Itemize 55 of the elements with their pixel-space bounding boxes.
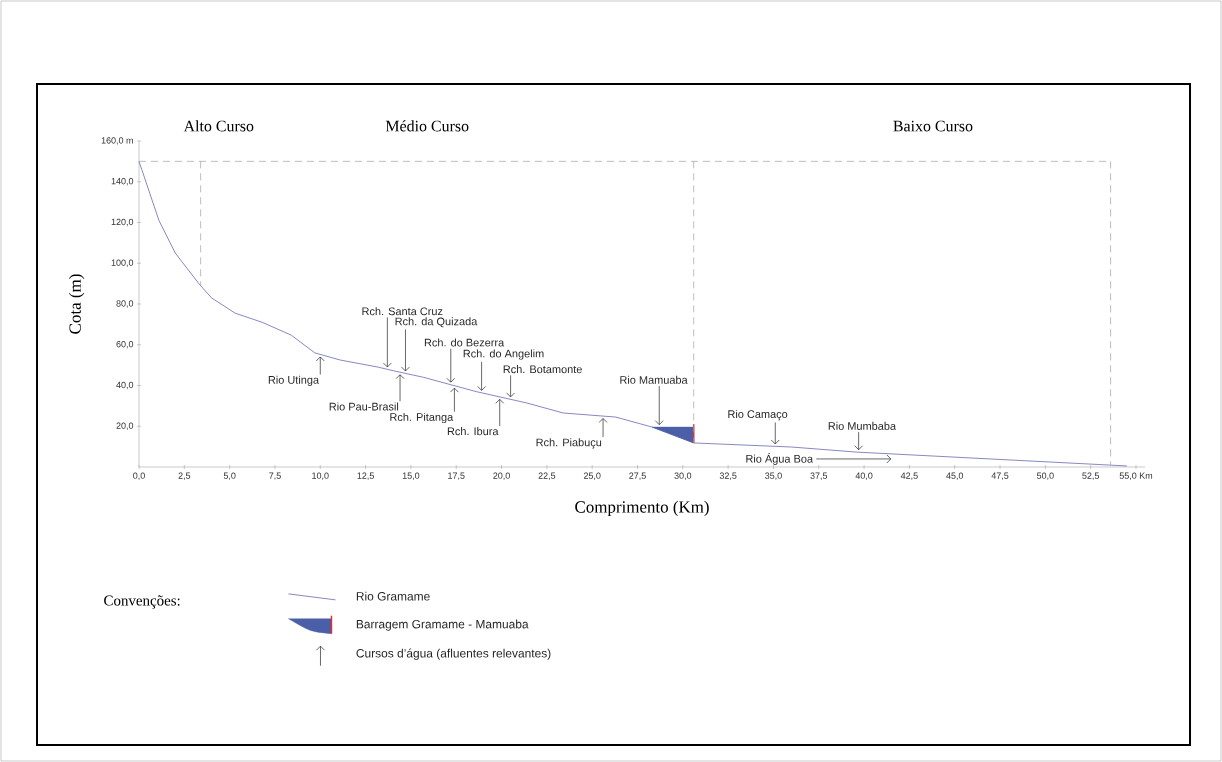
y-tick-label: 100,0	[111, 259, 134, 267]
text: Baixo Curso	[893, 120, 973, 132]
x-tick-label: 2,5	[178, 472, 191, 480]
annotation: Rio Utinga	[268, 375, 320, 386]
x-tick-label: 47,5	[991, 472, 1009, 480]
annotation: Rch. Santa Cruz	[362, 307, 443, 316]
x-tick-label: 15,0	[402, 472, 420, 480]
x-tick-label: 52,5	[1082, 472, 1100, 480]
text: Médio Curso	[385, 120, 469, 132]
x-tick-label: 20,0	[493, 472, 510, 480]
x-tick-label: 32,5	[719, 472, 737, 480]
x-tick-label: 55,0 Km	[1119, 472, 1153, 480]
y-tick-label: 80,0	[116, 300, 134, 308]
annotation: Rio Água Boa	[746, 453, 814, 465]
annotation: Rch. Pitanga	[390, 412, 454, 424]
x-tick-label: 12,5	[357, 472, 374, 480]
annotation: Rio Camaço	[728, 409, 788, 421]
x-tick-label: 17,5	[448, 472, 465, 480]
annotation: Rch. Ibura	[447, 427, 499, 436]
x-tick-label: 10,0	[312, 472, 329, 480]
text: Cursos d’água (afluentes relevantes)	[356, 648, 551, 660]
y-axis-title: Cota (m)	[68, 274, 85, 334]
x-tick-label: 0,0	[133, 472, 145, 480]
annotation: Rio Pau-Brasil	[329, 402, 399, 411]
annotation: Rch. Piabuçu	[536, 438, 602, 449]
legend-label: Barragem Gramame - Mamuaba	[356, 619, 529, 631]
x-tick-label: 37,5	[810, 472, 828, 480]
annotation: Rio Mamuaba	[620, 375, 688, 384]
x-tick-label: 30,0	[674, 472, 692, 480]
y-tick-label: 40,0	[116, 381, 134, 390]
annotation: Rch. da Quizada	[395, 317, 478, 328]
y-tick-label: 120,0	[111, 218, 134, 227]
x-axis-title: Comprimento (Km)	[575, 500, 709, 517]
x-tick-label: 27,5	[629, 472, 646, 480]
x-tick-label: 40,0	[855, 472, 873, 480]
x-tick-label: 22,5	[538, 472, 556, 480]
line-series	[138, 160, 1128, 467]
x-tick-label: 7,5	[269, 472, 281, 480]
legend-label: Rio Gramame	[356, 591, 430, 601]
text: Alto Curso	[183, 120, 254, 132]
x-tick-label: 45,0	[946, 472, 964, 480]
x-tick-label: 5,0	[223, 472, 236, 480]
x-tick-label: 50,0	[1036, 472, 1054, 480]
y-tick-label: 160,0 m	[101, 137, 133, 145]
annotation: Rch. do Bezerra	[424, 338, 505, 347]
annotation: Rio Mumbaba	[828, 421, 897, 430]
legend-title: Convenções:	[104, 595, 180, 609]
x-tick-label: 42,5	[900, 472, 918, 480]
annotation: Rch. Botamonte	[503, 365, 582, 374]
y-tick-label: 60,0	[116, 341, 134, 349]
x-tick-label: 25,0	[583, 472, 601, 480]
x-tick-label: 35,0	[765, 472, 782, 480]
y-tick-label: 20,0	[116, 422, 134, 430]
y-tick-label: 140,0	[111, 178, 134, 186]
annotation: Rch. do Angelim	[463, 349, 544, 360]
